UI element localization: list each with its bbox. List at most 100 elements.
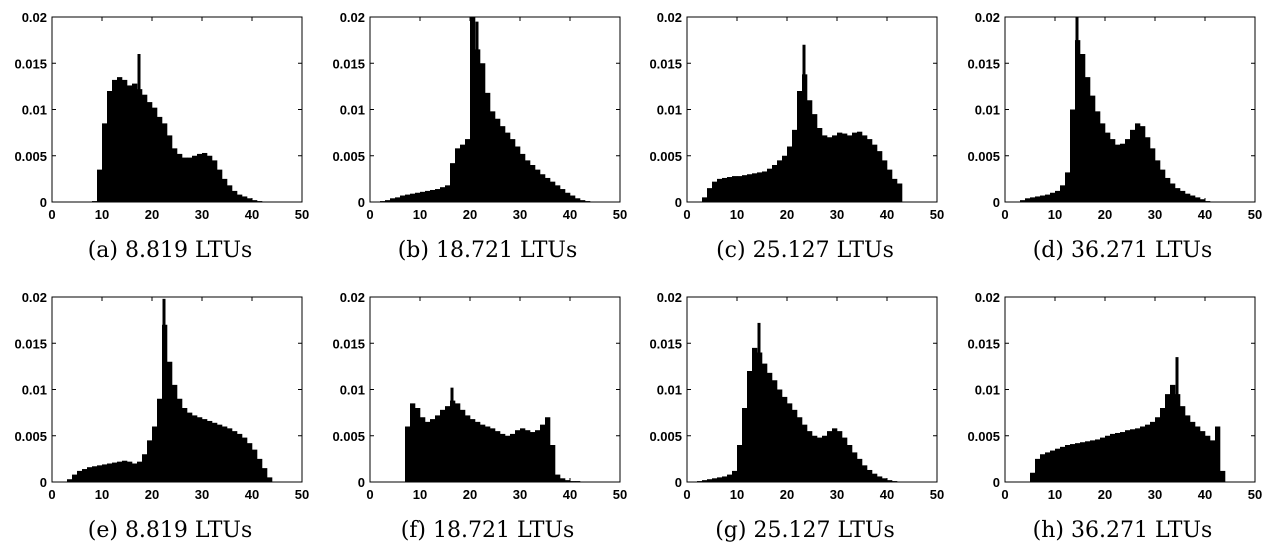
- x-tick-label: 50: [612, 207, 626, 222]
- histogram-bar: [525, 430, 530, 482]
- histogram-bar: [822, 135, 827, 202]
- histogram-bar: [410, 194, 415, 202]
- panel-caption: (h) 36.271 LTUs: [973, 518, 1273, 543]
- y-tick-label: 0.015: [649, 56, 682, 71]
- panel-label: (h): [1033, 518, 1064, 543]
- histogram-bar: [1040, 196, 1045, 202]
- x-tick-label: 50: [612, 487, 626, 502]
- y-tick-label: 0.01: [657, 383, 682, 398]
- histogram-bar: [192, 156, 197, 202]
- histogram-bar: [535, 430, 540, 482]
- histogram-bar: [187, 413, 192, 482]
- panel-caption-text: 8.819 LTUs: [125, 238, 252, 263]
- x-tick-label: 20: [462, 487, 476, 502]
- histogram-bar: [1145, 425, 1150, 482]
- histogram-bar: [510, 434, 515, 482]
- histogram-bar: [222, 427, 227, 483]
- histogram-bar: [1150, 148, 1155, 202]
- histogram-bar: [495, 431, 500, 482]
- x-tick-label: 10: [95, 487, 109, 502]
- histogram-bar: [877, 476, 882, 482]
- histogram-bar: [852, 452, 857, 482]
- x-tick-label: 0: [1001, 207, 1008, 222]
- y-tick-label: 0.01: [657, 103, 682, 118]
- histogram-bar: [842, 438, 847, 482]
- y-tick-label: 0.02: [974, 10, 999, 25]
- histogram-bar: [1165, 178, 1170, 202]
- histogram-bar: [460, 410, 465, 482]
- histogram-bar: [505, 133, 510, 202]
- histogram-bar: [1125, 430, 1130, 482]
- x-tick-label: 20: [1097, 487, 1111, 502]
- histogram-bar: [157, 399, 162, 482]
- panel-label: (e): [88, 518, 118, 543]
- histogram-bar: [147, 102, 152, 202]
- histogram-bar: [237, 195, 242, 202]
- histogram-bar: [410, 403, 415, 482]
- histogram-bar: [267, 477, 272, 482]
- histogram-bar: [182, 158, 187, 202]
- histogram-bar: [1190, 196, 1195, 202]
- histogram-bar: [485, 93, 490, 202]
- histogram-bar: [470, 17, 475, 202]
- histogram-bar: [1035, 196, 1040, 202]
- x-tick-label: 50: [295, 487, 309, 502]
- histogram-bar: [420, 417, 425, 482]
- histogram-bar: [892, 179, 897, 202]
- histogram-bar: [435, 189, 440, 202]
- histogram-bar: [767, 169, 772, 202]
- histogram-bar: [485, 427, 490, 483]
- y-tick-label: 0.02: [657, 10, 682, 25]
- y-tick-label: 0.015: [14, 56, 47, 71]
- histogram-bar: [832, 135, 837, 202]
- histogram-bar: [490, 111, 495, 202]
- y-tick-label: 0: [992, 475, 999, 490]
- histogram-bar: [262, 468, 267, 482]
- histogram-bar: [817, 438, 822, 482]
- x-tick-label: 40: [562, 207, 576, 222]
- histogram-bar: [480, 63, 485, 202]
- histogram-bar: [232, 191, 237, 202]
- histogram-bar: [797, 417, 802, 482]
- histogram-bar: [1085, 441, 1090, 482]
- x-tick-label: 0: [366, 207, 373, 222]
- x-tick-label: 0: [683, 207, 690, 222]
- histogram-bar: [807, 431, 812, 482]
- x-tick-label: 40: [880, 487, 894, 502]
- histogram-bar: [1140, 427, 1145, 483]
- y-tick-label: 0.005: [967, 429, 1000, 444]
- histogram-bar: [1180, 191, 1185, 202]
- histogram-bar: [535, 170, 540, 202]
- y-tick-label: 0: [675, 195, 682, 210]
- histogram-bar: [872, 145, 877, 202]
- y-tick-label: 0: [40, 475, 47, 490]
- x-tick-label: 40: [562, 487, 576, 502]
- histogram-bar: [212, 423, 217, 482]
- histogram-bar: [812, 436, 817, 482]
- histogram-bar: [167, 135, 172, 202]
- histogram-bar: [1060, 447, 1065, 482]
- histogram-bar: [1030, 197, 1035, 202]
- histogram-bar: [1100, 123, 1105, 202]
- histogram-bar: [1110, 139, 1115, 202]
- histogram-bar: [847, 445, 852, 482]
- histogram-bar: [197, 154, 202, 202]
- y-tick-label: 0.015: [14, 336, 47, 351]
- histogram-bar: [702, 197, 707, 202]
- histogram-bar: [530, 432, 535, 482]
- histogram-bar: [752, 348, 757, 482]
- histogram-bar: [430, 190, 435, 202]
- histogram-peak-bar: [450, 388, 453, 482]
- histogram-bar: [252, 450, 257, 482]
- histogram-bar: [1215, 427, 1220, 483]
- histogram-bar: [87, 467, 92, 482]
- x-tick-label: 20: [1097, 207, 1111, 222]
- panel-label: (d): [1033, 238, 1064, 263]
- y-tick-label: 0.005: [14, 149, 47, 164]
- histogram-bar: [560, 189, 565, 202]
- histogram-bar: [1055, 449, 1060, 482]
- histogram-bar: [1065, 172, 1070, 202]
